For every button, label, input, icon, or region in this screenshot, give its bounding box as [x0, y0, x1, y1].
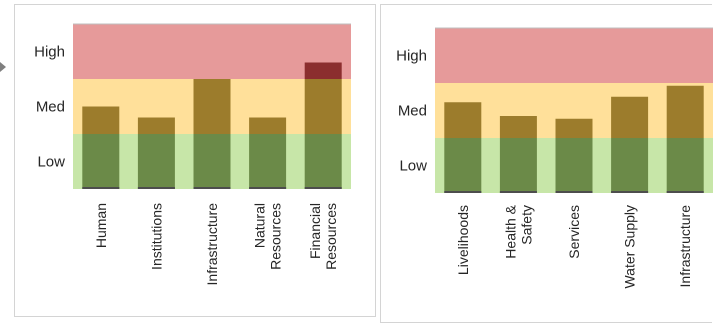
bar-low-segment: [444, 138, 482, 193]
band-label-high: High: [396, 48, 427, 65]
category-label: Human: [93, 203, 109, 248]
bar-high-segment: [304, 62, 342, 79]
category-label: Health &Safety: [502, 204, 534, 258]
band-label-low: Low: [399, 158, 427, 175]
bar-low-segment: [666, 138, 704, 193]
bar-low-segment: [499, 138, 537, 193]
bar-low-segment: [249, 134, 287, 189]
bar-base: [304, 187, 342, 189]
bar-low-segment: [304, 134, 342, 189]
category-label: Institutions: [148, 203, 164, 270]
band-label-med: Med: [398, 103, 427, 120]
category-label: Infrastructure: [677, 205, 693, 288]
band-high: [73, 24, 351, 79]
arrow-icon: [0, 62, 6, 72]
bar-med-segment: [611, 96, 649, 138]
bar-base: [137, 187, 175, 189]
bar-low-segment: [555, 138, 593, 193]
band-label-high: High: [34, 44, 65, 61]
bar-med-segment: [666, 85, 704, 138]
bar-base: [611, 191, 649, 193]
category-label: Infrastructure: [204, 203, 220, 286]
bar-med-segment: [193, 79, 231, 134]
bar-base: [666, 191, 704, 193]
bar-med-segment: [137, 117, 175, 134]
chart-left: Low Med High Human Institutions Infrastructur…: [34, 23, 351, 286]
bar-low-segment: [611, 138, 649, 193]
band-label-low: Low: [37, 154, 65, 171]
bar-med-segment: [304, 79, 342, 134]
bar-base: [444, 191, 482, 193]
bar-base: [249, 187, 287, 189]
chart-panel-right: Low Med High Livelihoods Health &Safety Servi…: [380, 4, 713, 323]
chart-right: Low Med High Livelihoods Health &Safety Servi…: [396, 27, 713, 289]
bar-base: [193, 187, 231, 189]
category-label: Livelihoods: [455, 205, 471, 275]
bar-med-segment: [82, 106, 120, 134]
bar-base: [82, 187, 120, 189]
category-label: NaturalResources: [252, 203, 284, 270]
bar-med-segment: [249, 117, 287, 134]
band-label-med: Med: [36, 99, 65, 116]
category-label: FinancialResources: [307, 203, 339, 270]
bar-med-segment: [499, 116, 537, 138]
bar-low-segment: [137, 134, 175, 189]
bar-low-segment: [193, 134, 231, 189]
category-label: Services: [566, 205, 582, 259]
category-label: Water Supply: [622, 205, 638, 289]
chart-panel-left: Low Med High Human Institutions Infrastructur…: [14, 4, 376, 317]
bar-base: [555, 191, 593, 193]
bar-med-segment: [555, 118, 593, 138]
bar-base: [499, 191, 537, 193]
bar-med-segment: [444, 102, 482, 138]
band-high: [435, 28, 713, 83]
bar-low-segment: [82, 134, 120, 189]
